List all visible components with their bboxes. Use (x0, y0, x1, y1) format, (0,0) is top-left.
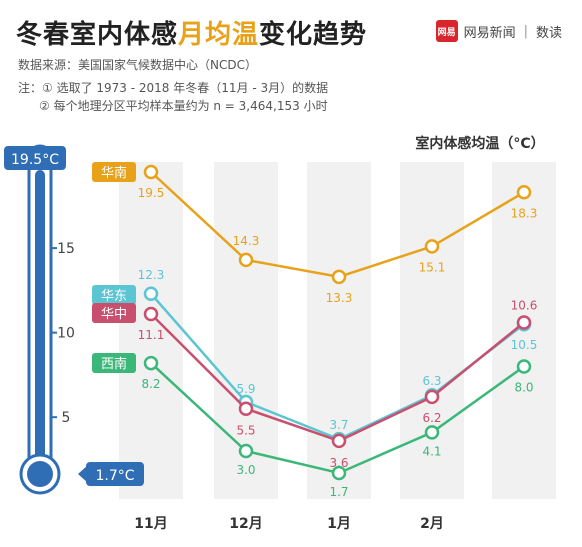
brand: 网易 网易新闻 | 数读 (435, 20, 562, 42)
brand-tag: 数读 (535, 25, 562, 41)
data-label-s3-3: 3.6 (329, 456, 348, 470)
chart-subtitle: 室内体感均温（°C） (415, 135, 544, 152)
series-name-label-4: 西南 (101, 356, 127, 372)
series-name-box-2 (92, 285, 136, 305)
point-s4-2 (238, 443, 254, 459)
month-column-3 (307, 162, 371, 499)
data-label-s3-2: 5.5 (236, 424, 255, 438)
brand-separator: | (523, 23, 528, 39)
thermometer-mercury (35, 170, 45, 475)
y-tick-label-5: 5 (62, 410, 71, 426)
point-s4-5 (516, 359, 532, 374)
data-label-s4-5: 8.0 (514, 380, 533, 394)
data-label-s2-2: 5.9 (236, 382, 255, 396)
series-name-box-3 (92, 303, 136, 323)
data-label-s4-3: 1.7 (329, 485, 348, 499)
x-tick-label-1: 11月 (134, 516, 167, 532)
thermometer-top-box (4, 146, 66, 170)
data-label-s3-1: 11.1 (138, 328, 165, 342)
series-name-label-2: 华东 (101, 289, 127, 304)
point-s3-1 (143, 306, 159, 322)
data-label-s1-2: 14.3 (233, 234, 260, 248)
thermometer-bottom-box (86, 462, 144, 486)
data-source: 数据来源：美国国家气候数据中心（NCDC） (18, 58, 257, 72)
data-label-s4-4: 4.1 (422, 444, 441, 458)
data-label-s4-2: 3.0 (236, 463, 255, 477)
point-s1-4 (424, 239, 440, 254)
title-part-2: 变化趋势 (259, 20, 368, 50)
thermometer-bulb (27, 461, 53, 487)
data-label-s1-5: 18.3 (511, 206, 538, 220)
point-s1-2 (238, 252, 254, 268)
series-name-label-3: 华中 (101, 307, 127, 322)
point-s3-3 (331, 433, 347, 449)
point-s4-3 (331, 465, 347, 481)
data-label-s2-4: 6.3 (422, 374, 441, 388)
point-s3-4 (424, 389, 440, 405)
data-label-s3-4: 6.2 (422, 411, 441, 425)
point-s1-3 (331, 269, 347, 285)
note-1: 注：① 选取了 1973 - 2018 年冬春（11月 - 3月）的数据 (18, 81, 329, 95)
series-name-box-4 (92, 353, 136, 373)
title-part-1: 冬春室内体感 (16, 20, 179, 50)
point-s1-5 (516, 185, 532, 200)
thermometer-top-label: 19.5°C (11, 152, 59, 168)
data-label-s1-3: 13.3 (326, 291, 353, 305)
chart-title: 冬春室内体感月均温变化趋势 (16, 14, 367, 51)
data-label-s2-3: 3.7 (329, 418, 348, 432)
series-name-box-1 (92, 162, 136, 182)
point-s2-1 (143, 286, 159, 302)
x-tick-label-4: 2月 (420, 516, 444, 532)
x-tick-label-3: 1月 (327, 516, 351, 532)
point-s3-2 (238, 401, 254, 416)
thermometer-bottom-pointer (78, 465, 88, 483)
month-column-2 (214, 162, 278, 499)
netease-logo-icon: 网易 (435, 20, 458, 42)
month-column-1 (119, 162, 183, 499)
brand-name: 网易新闻 (463, 25, 516, 41)
data-label-s2-5: 10.5 (511, 338, 538, 352)
thermometer-bottom-label: 1.7°C (95, 468, 134, 484)
y-tick-label-10: 10 (57, 326, 75, 342)
title-highlight: 月均温 (178, 20, 260, 50)
x-tick-label-2: 12月 (229, 516, 262, 532)
data-label-s1-1: 19.5 (138, 186, 165, 200)
data-label-s3-5: 10.6 (511, 299, 538, 313)
series-name-label-1: 华南 (101, 165, 127, 181)
point-s4-1 (143, 355, 159, 371)
data-label-s4-1: 8.2 (141, 377, 160, 391)
point-s4-4 (424, 425, 440, 440)
data-label-s2-1: 12.3 (138, 268, 165, 282)
y-tick-label-15: 15 (57, 241, 75, 257)
note-2: ② 每个地理分区平均样本量约为 n = 3,464,153 小时 (39, 99, 328, 113)
point-s3-5 (516, 315, 532, 330)
data-label-s1-4: 15.1 (419, 260, 446, 274)
point-s1-1 (143, 164, 159, 180)
